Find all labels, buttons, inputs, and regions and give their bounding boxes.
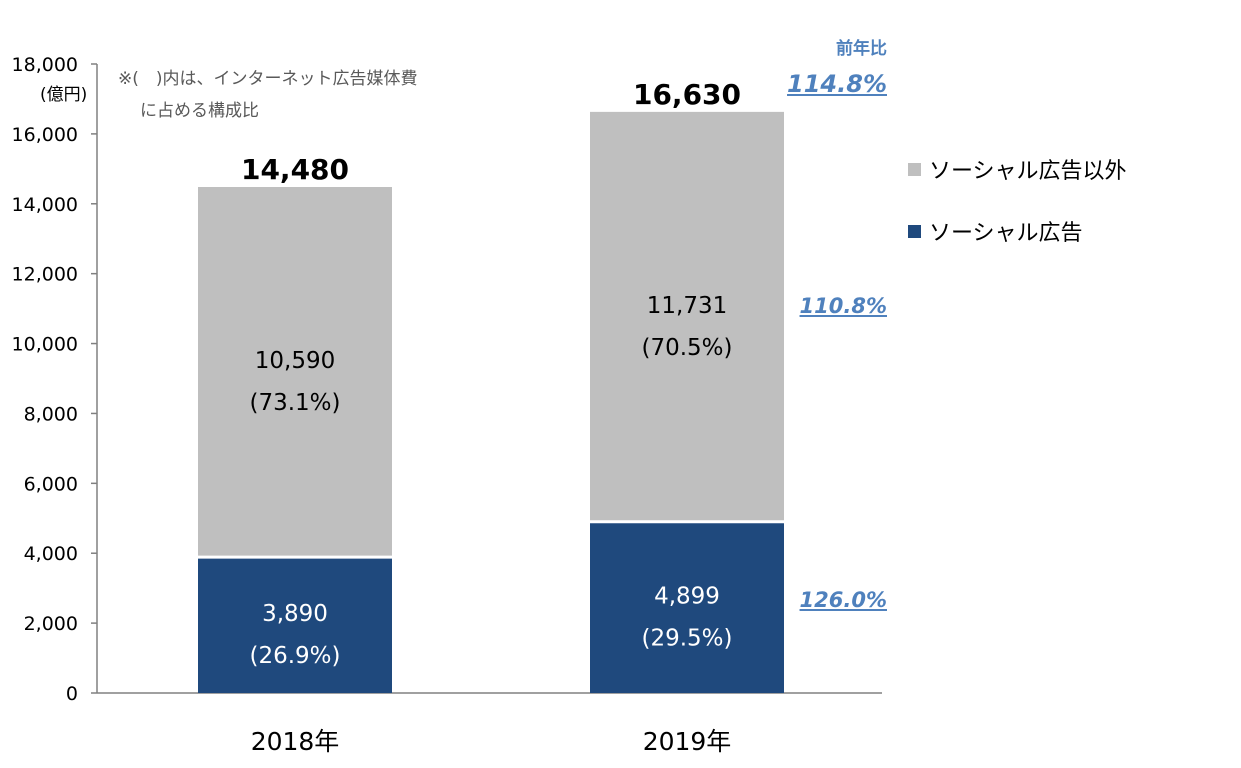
- bar-segment-other: [198, 187, 392, 558]
- data-label-social: 4,899: [654, 583, 720, 609]
- y-tick-label: 12,000: [12, 264, 78, 286]
- share-label-other: (73.1%): [249, 390, 340, 416]
- data-label-other: 10,590: [255, 348, 335, 374]
- total-label: 14,480: [241, 153, 349, 186]
- yoy-total: 114.8%: [787, 70, 887, 98]
- yoy-social: 126.0%: [799, 588, 887, 612]
- composition-note: ※( )内は、インターネット広告媒体費 に占める構成比: [118, 63, 418, 127]
- y-tick-label: 0: [66, 683, 78, 705]
- y-tick-label: 10,000: [12, 334, 78, 356]
- y-tick-label: 18,000: [12, 54, 78, 76]
- legend-label-social: ソーシャル広告: [929, 221, 1083, 246]
- note-line-2: に占める構成比: [140, 101, 259, 121]
- yoy-header: 前年比: [836, 39, 887, 59]
- x-category-label: 2019年: [643, 727, 732, 756]
- note-line-1: ※( )内は、インターネット広告媒体費: [118, 69, 418, 89]
- legend-item-other: ソーシャル広告以外: [908, 138, 1127, 200]
- data-label-other: 11,731: [647, 293, 727, 319]
- y-tick-label: 16,000: [12, 124, 78, 146]
- y-tick-label: 2,000: [24, 613, 78, 635]
- share-label-social: (29.5%): [641, 625, 732, 651]
- y-tick-label: 8,000: [24, 403, 78, 425]
- yoy-other: 110.8%: [799, 294, 887, 318]
- total-label: 16,630: [633, 78, 741, 111]
- share-label-social: (26.9%): [249, 643, 340, 669]
- data-label-social: 3,890: [262, 601, 328, 627]
- bar-segment-other: [590, 111, 784, 522]
- y-tick-label: 4,000: [24, 543, 78, 565]
- x-category-label: 2018年: [251, 727, 340, 756]
- share-label-other: (70.5%): [641, 335, 732, 361]
- y-tick-label: 6,000: [24, 473, 78, 495]
- bar-segment-social: [198, 557, 392, 693]
- legend-item-social: ソーシャル広告: [908, 200, 1127, 262]
- legend-swatch-other: [908, 162, 921, 176]
- legend-swatch-social: [908, 224, 921, 238]
- legend: ソーシャル広告以外 ソーシャル広告: [908, 138, 1127, 262]
- y-axis-unit-label: (億円): [40, 85, 88, 105]
- bar-segment-social: [590, 521, 784, 693]
- y-tick-label: 14,000: [12, 194, 78, 216]
- legend-label-other: ソーシャル広告以外: [929, 159, 1127, 184]
